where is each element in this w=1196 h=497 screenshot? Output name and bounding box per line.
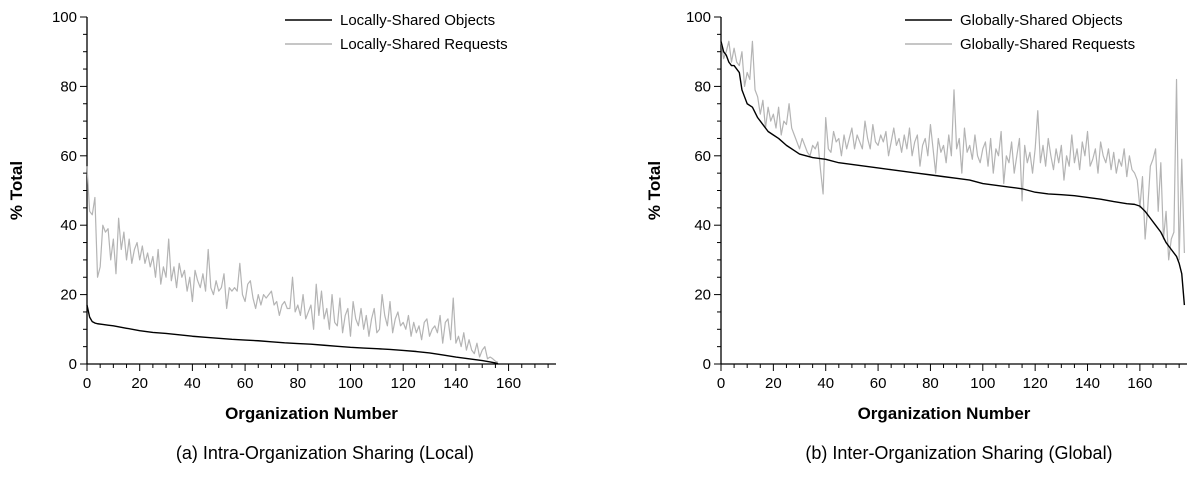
series-line-globally-shared-requests — [720, 40, 1185, 261]
y-tick-label: 80 — [60, 78, 77, 95]
x-axis-title: Organization Number — [225, 404, 398, 423]
legend-label: Globally-Shared Requests — [960, 36, 1135, 53]
x-tick-label: 160 — [496, 375, 521, 392]
y-tick-label: 60 — [694, 148, 711, 165]
x-tick-label: 0 — [83, 375, 91, 392]
x-tick-label: 20 — [131, 375, 148, 392]
y-tick-label: 20 — [694, 287, 711, 304]
chart-intra-organization: 0 20 40 60 80 100 0 20 40 60 80 100 120 140 160 Organiz… — [7, 9, 556, 463]
y-tick-label: 100 — [686, 9, 711, 26]
y-tick-label: 40 — [60, 217, 77, 234]
y-axis-title: % Total — [7, 161, 26, 220]
legend-label: Locally-Shared Objects — [340, 12, 495, 29]
x-tick-label: 40 — [817, 375, 834, 392]
legend-label: Globally-Shared Objects — [960, 12, 1123, 29]
chart-inter-organization: 0 20 40 60 80 100 0 20 40 60 80 100 120 140 160 Organiz… — [645, 9, 1187, 463]
x-tick-label: 60 — [870, 375, 887, 392]
y-tick-label: 60 — [60, 148, 77, 165]
y-tick-label: 40 — [694, 217, 711, 234]
figure-caption: (b) Inter-Organization Sharing (Global) — [805, 443, 1112, 463]
y-tick-label: 100 — [52, 9, 77, 26]
y-tick-label: 0 — [69, 356, 77, 373]
x-tick-label: 80 — [289, 375, 306, 392]
x-tick-label: 160 — [1127, 375, 1152, 392]
legend-label: Locally-Shared Requests — [340, 36, 508, 53]
x-axis-title: Organization Number — [858, 404, 1031, 423]
y-axis-title: % Total — [645, 161, 664, 220]
x-tick-label: 80 — [922, 375, 939, 392]
x-tick-label: 120 — [391, 375, 416, 392]
series-line-globally-shared-objects — [720, 41, 1186, 306]
y-tick-label: 0 — [703, 356, 711, 373]
x-tick-label: 100 — [970, 375, 995, 392]
x-tick-label: 20 — [765, 375, 782, 392]
x-tick-label: 100 — [338, 375, 363, 392]
x-tick-label: 0 — [717, 375, 725, 392]
series-line-locally-shared-objects — [86, 304, 499, 365]
y-tick-label: 80 — [694, 78, 711, 95]
x-tick-label: 120 — [1023, 375, 1048, 392]
y-tick-label: 20 — [60, 287, 77, 304]
series-line-locally-shared-requests — [86, 166, 499, 363]
x-tick-label: 140 — [443, 375, 468, 392]
x-tick-label: 60 — [237, 375, 254, 392]
x-tick-label: 40 — [184, 375, 201, 392]
x-tick-label: 140 — [1075, 375, 1100, 392]
figure-caption: (a) Intra-Organization Sharing (Local) — [176, 443, 474, 463]
